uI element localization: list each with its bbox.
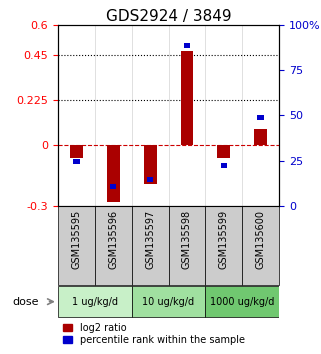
FancyBboxPatch shape: [132, 286, 205, 317]
Bar: [143, 145, 157, 184]
FancyBboxPatch shape: [58, 206, 95, 285]
Text: 10 ug/kg/d: 10 ug/kg/d: [143, 297, 195, 307]
FancyBboxPatch shape: [205, 206, 242, 285]
Text: GSM135598: GSM135598: [182, 210, 192, 269]
Text: GSM135595: GSM135595: [71, 210, 81, 269]
Bar: [73, 159, 80, 164]
Bar: [110, 184, 117, 189]
Bar: [147, 177, 153, 182]
FancyBboxPatch shape: [132, 206, 169, 285]
Bar: [70, 145, 83, 158]
Text: 1000 ug/kg/d: 1000 ug/kg/d: [210, 297, 274, 307]
Text: GSM135597: GSM135597: [145, 210, 155, 269]
FancyBboxPatch shape: [95, 206, 132, 285]
Text: dose: dose: [13, 297, 39, 307]
FancyBboxPatch shape: [169, 206, 205, 285]
Bar: [180, 51, 194, 145]
Bar: [254, 129, 267, 145]
FancyBboxPatch shape: [58, 286, 132, 317]
Title: GDS2924 / 3849: GDS2924 / 3849: [106, 8, 231, 24]
Text: 1 ug/kg/d: 1 ug/kg/d: [72, 297, 118, 307]
Text: GSM135600: GSM135600: [256, 210, 266, 269]
Text: GSM135599: GSM135599: [219, 210, 229, 269]
Bar: [221, 164, 227, 169]
FancyBboxPatch shape: [242, 206, 279, 285]
Bar: [184, 43, 190, 48]
Bar: [217, 145, 230, 158]
Legend: log2 ratio, percentile rank within the sample: log2 ratio, percentile rank within the s…: [63, 323, 245, 345]
Bar: [107, 145, 120, 202]
FancyBboxPatch shape: [205, 286, 279, 317]
Bar: [257, 115, 264, 120]
Text: GSM135596: GSM135596: [108, 210, 118, 269]
